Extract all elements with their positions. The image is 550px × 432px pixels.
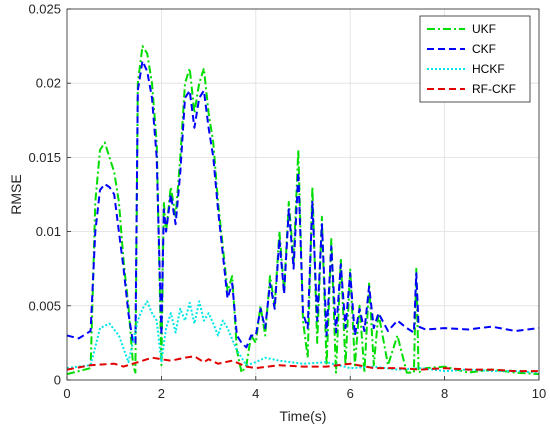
legend-label-ckf: CKF	[472, 42, 496, 56]
legend-label-rf-ckf: RF-CKF	[472, 82, 516, 96]
x-tick-label: 0	[63, 386, 70, 401]
y-tick-label: 0.025	[28, 2, 61, 17]
legend-label-ukf: UKF	[472, 22, 496, 36]
x-tick-label: 10	[532, 386, 546, 401]
tick-layer: 0 2 4 6 8 10 0 0.005 0.01 0.015 0.02 0.025	[28, 2, 546, 402]
x-tick-label: 2	[158, 386, 165, 401]
y-tick-label: 0.02	[36, 76, 61, 91]
series-line-ckf	[67, 59, 539, 349]
legend: UKF CKF HCKF RF-CKF	[419, 15, 531, 103]
y-tick-label: 0.01	[36, 224, 61, 239]
y-tick-label: 0.005	[28, 298, 61, 313]
x-tick-label: 4	[252, 386, 259, 401]
x-axis-title: Time(s)	[280, 408, 327, 424]
legend-box	[419, 15, 531, 103]
series-line-hckf	[67, 300, 539, 374]
y-tick-label: 0.015	[28, 150, 61, 165]
plot-frame	[66, 8, 540, 381]
series-layer	[67, 45, 539, 376]
series-line-rf-ckf	[67, 355, 539, 373]
y-tick-label: 0	[54, 373, 61, 388]
legend-label-hckf: HCKF	[472, 62, 505, 76]
y-axis-title: RMSE	[8, 174, 24, 214]
x-tick-label: 6	[347, 386, 354, 401]
x-tick-label: 8	[441, 386, 448, 401]
